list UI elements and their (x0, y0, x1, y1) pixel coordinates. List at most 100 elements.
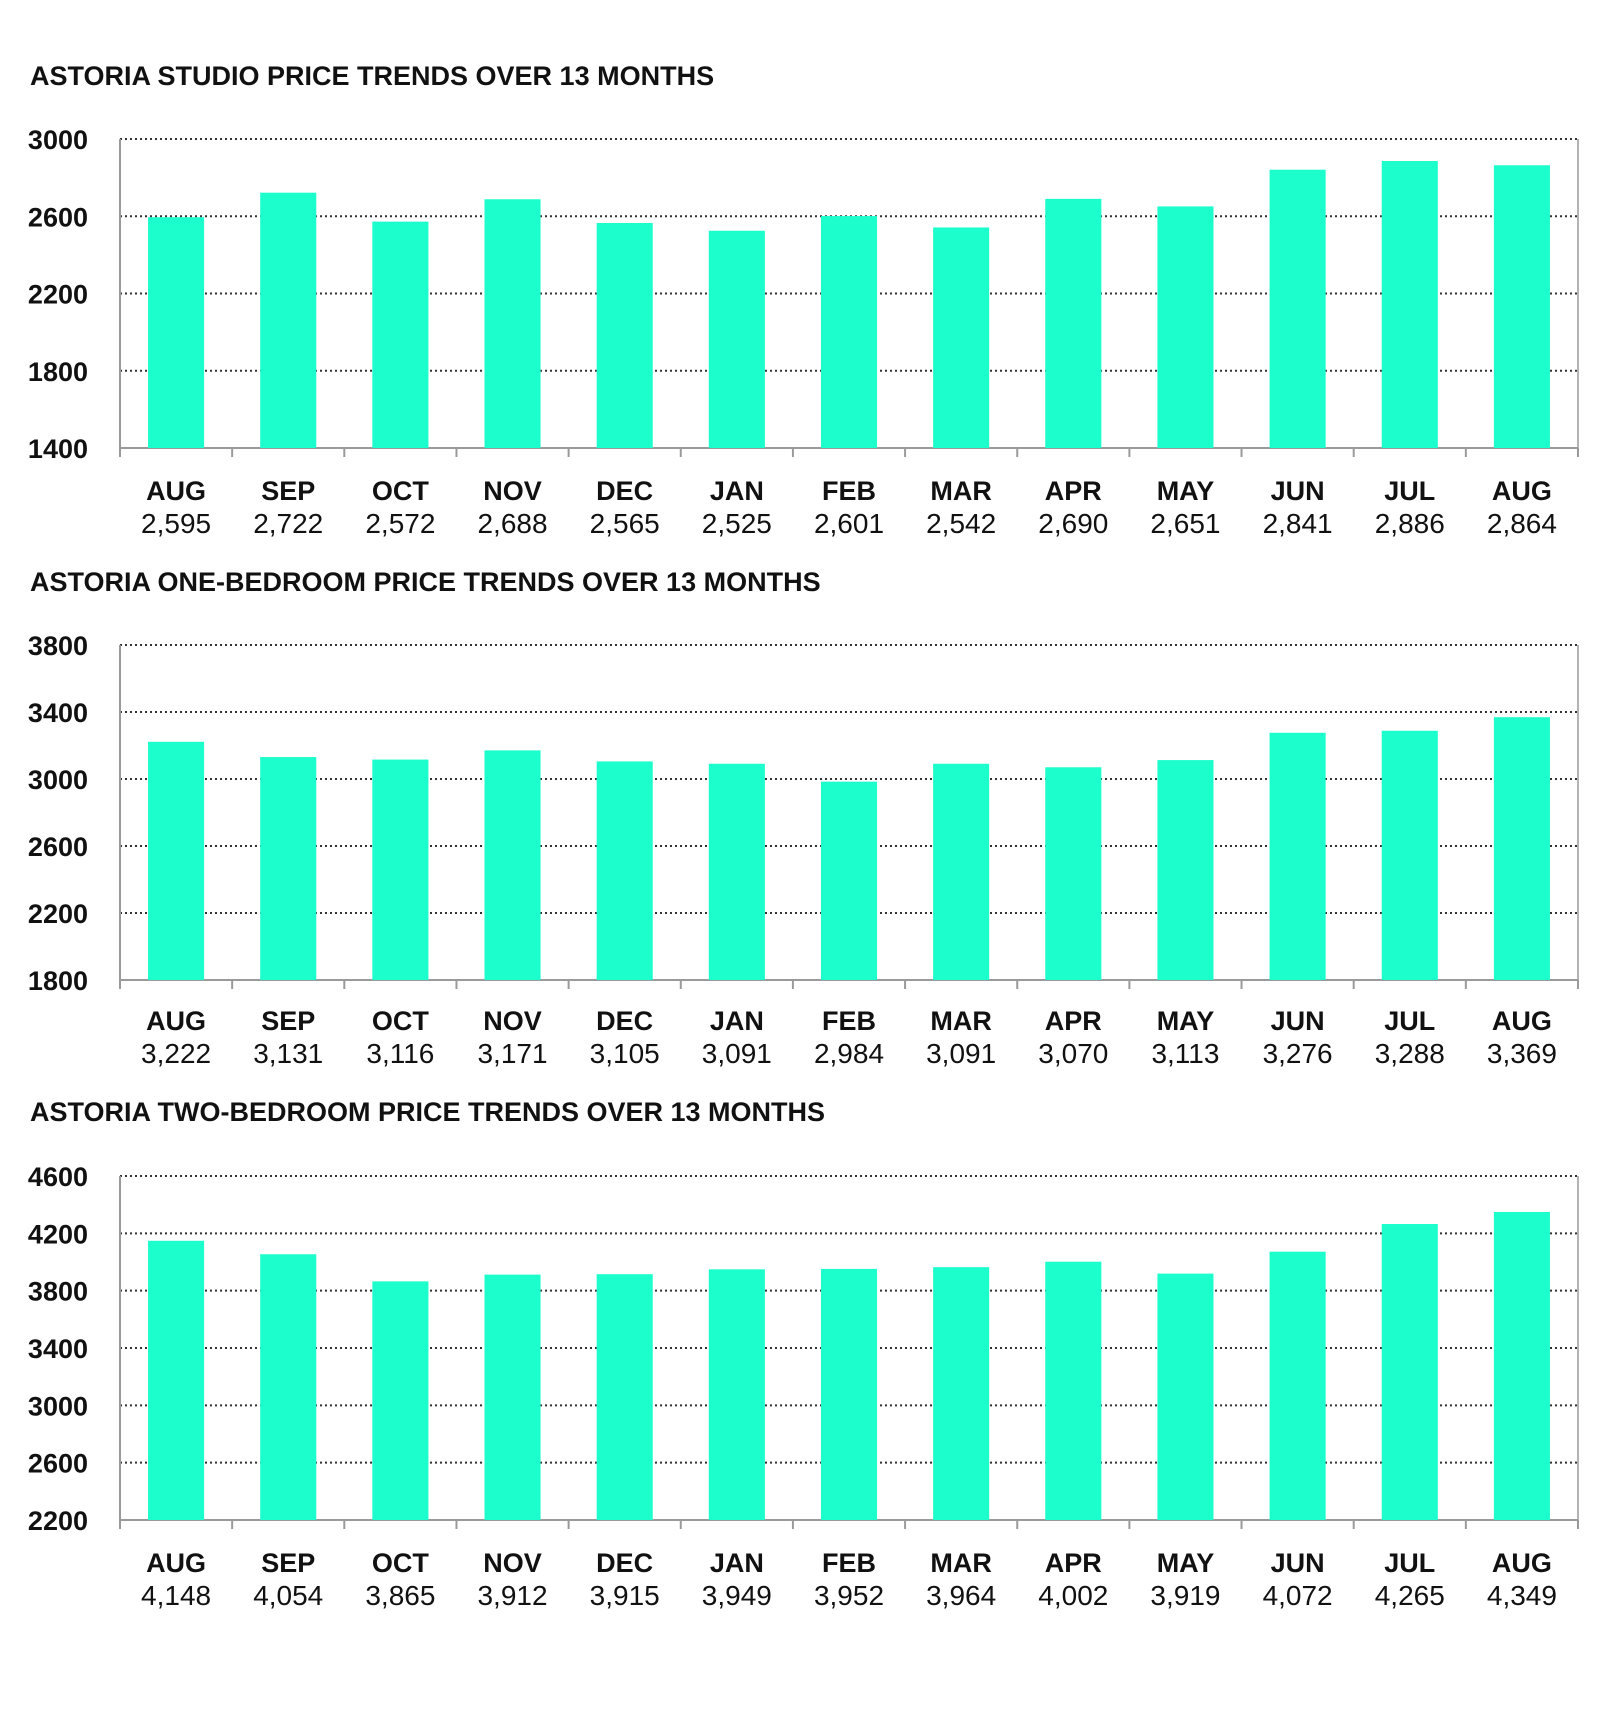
value-label: 4,148 (141, 1580, 211, 1611)
x-category-label: JUL (1384, 1548, 1435, 1578)
x-category-label: AUG (1492, 1548, 1552, 1578)
value-label: 2,601 (814, 508, 884, 539)
x-category-label: SEP (261, 1548, 315, 1578)
x-category-label: SEP (261, 476, 315, 506)
value-label: 4,265 (1375, 1580, 1445, 1611)
bar (820, 781, 878, 980)
y-tick-label: 3000 (28, 125, 88, 155)
value-label: 3,222 (141, 1038, 211, 1069)
x-category-label: JAN (710, 476, 764, 506)
x-category-label: SEP (261, 1006, 315, 1036)
x-category-label: OCT (372, 476, 430, 506)
x-category-label: MAY (1157, 1006, 1215, 1036)
x-category-label: APR (1045, 476, 1102, 506)
value-label: 2,688 (477, 508, 547, 539)
bar (1157, 206, 1214, 448)
x-category-label: MAR (930, 1548, 992, 1578)
bar (260, 192, 317, 448)
value-label: 2,542 (926, 508, 996, 539)
chart-title: ASTORIA TWO-BEDROOM PRICE TRENDS OVER 13… (30, 1097, 825, 1127)
y-tick-label: 3400 (28, 698, 88, 728)
value-label: 3,113 (1151, 1038, 1219, 1069)
value-label: 3,919 (1150, 1580, 1220, 1611)
bar (933, 1267, 990, 1520)
x-category-label: JUN (1271, 1006, 1325, 1036)
y-tick-label: 2200 (28, 1506, 88, 1536)
x-category-label: JUN (1271, 1548, 1325, 1578)
value-label: 4,349 (1487, 1580, 1557, 1611)
bar (1269, 169, 1326, 448)
x-category-label: AUG (1492, 476, 1552, 506)
bar (484, 750, 541, 980)
chart-title: ASTORIA ONE-BEDROOM PRICE TRENDS OVER 13… (30, 567, 821, 597)
chart-1: ASTORIA STUDIO PRICE TRENDS OVER 13 MONT… (28, 61, 1579, 539)
value-label: 3,171 (477, 1038, 547, 1069)
x-category-label: AUG (146, 1548, 206, 1578)
bar (1045, 1261, 1102, 1520)
value-label: 3,070 (1038, 1038, 1108, 1069)
value-label: 2,525 (702, 508, 772, 539)
y-tick-label: 2200 (28, 899, 88, 929)
y-tick-label: 2200 (28, 280, 88, 310)
x-category-label: AUG (146, 476, 206, 506)
bar (596, 761, 653, 980)
bar (1493, 717, 1550, 980)
bar (372, 759, 429, 980)
value-label: 3,131 (253, 1038, 323, 1069)
y-tick-label: 1800 (28, 357, 88, 387)
x-category-label: MAY (1157, 1548, 1215, 1578)
bar (148, 1240, 205, 1520)
bar (708, 230, 765, 448)
bar (148, 741, 205, 980)
y-tick-label: 3400 (28, 1334, 88, 1364)
x-category-label: MAR (930, 476, 992, 506)
value-label: 3,964 (926, 1580, 996, 1611)
value-label: 2,565 (590, 508, 660, 539)
x-category-label: AUG (146, 1006, 206, 1036)
bar (148, 217, 205, 448)
bar (820, 216, 878, 448)
bar (1045, 198, 1102, 448)
bar (260, 757, 317, 980)
value-label: 3,116 (366, 1038, 434, 1069)
bar (1381, 1224, 1438, 1520)
bar (1045, 767, 1102, 980)
value-label: 2,651 (1150, 508, 1220, 539)
x-category-label: FEB (822, 476, 876, 506)
x-category-label: DEC (596, 1548, 653, 1578)
value-label: 2,841 (1263, 508, 1333, 539)
x-category-label: MAY (1157, 476, 1215, 506)
bar (1381, 730, 1438, 980)
bar (372, 1281, 429, 1520)
value-label: 3,091 (926, 1038, 996, 1069)
value-label: 3,949 (702, 1580, 772, 1611)
x-category-label: APR (1045, 1548, 1102, 1578)
x-category-label: FEB (822, 1548, 876, 1578)
x-category-label: OCT (372, 1006, 430, 1036)
value-label: 2,572 (365, 508, 435, 539)
value-label: 3,276 (1263, 1038, 1333, 1069)
value-label: 2,722 (253, 508, 323, 539)
bar (933, 227, 990, 448)
x-category-label: AUG (1492, 1006, 1552, 1036)
bar (1269, 732, 1326, 980)
bar (484, 199, 541, 448)
x-category-label: DEC (596, 1006, 653, 1036)
y-tick-label: 2600 (28, 202, 88, 232)
value-label: 3,912 (477, 1580, 547, 1611)
chart-title: ASTORIA STUDIO PRICE TRENDS OVER 13 MONT… (30, 61, 714, 91)
value-label: 3,105 (590, 1038, 660, 1069)
value-label: 4,054 (253, 1580, 323, 1611)
value-label: 3,288 (1375, 1038, 1445, 1069)
bar (1157, 1273, 1214, 1520)
value-label: 2,690 (1038, 508, 1108, 539)
value-label: 2,984 (814, 1038, 884, 1069)
y-tick-label: 1800 (28, 966, 88, 996)
value-label: 2,864 (1487, 508, 1557, 539)
y-tick-label: 4600 (28, 1162, 88, 1192)
value-label: 3,952 (814, 1580, 884, 1611)
chart-2: ASTORIA ONE-BEDROOM PRICE TRENDS OVER 13… (28, 567, 1579, 1069)
x-category-label: NOV (483, 1548, 542, 1578)
